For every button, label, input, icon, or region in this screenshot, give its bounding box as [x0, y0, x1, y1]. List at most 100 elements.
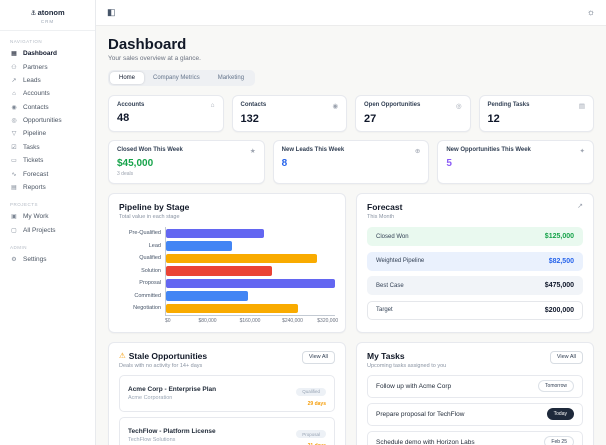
sidebar-item-label: My Work: [23, 213, 49, 221]
sidebar-item-partners[interactable]: ⚇ Partners: [0, 60, 95, 73]
sidebar-item-label: Pipeline: [23, 130, 47, 138]
x-tick-label: $320,000: [317, 317, 339, 324]
tab-company-metrics[interactable]: Company Metrics: [144, 72, 209, 84]
due-badge-today: Today: [546, 408, 574, 420]
sidebar-item-forecast[interactable]: ∿ Forecast: [0, 167, 95, 180]
stale-subtitle: Deals with no activity for 14+ days: [119, 362, 203, 369]
contacts-icon: ◉: [11, 104, 17, 111]
due-badge: Tomorrow: [538, 380, 574, 392]
x-tick-label: $80,000: [198, 317, 217, 324]
sidebar-item-label: Reports: [23, 183, 46, 191]
sidebar-item-dashboard[interactable]: ▦ Dashboard: [0, 47, 95, 60]
pipeline-bar: [166, 266, 272, 276]
sidebar-item-settings[interactable]: ⚙ Settings: [0, 253, 95, 266]
stat-label: New Leads This Week: [281, 147, 345, 153]
stale-view-all-button[interactable]: View All: [301, 350, 335, 364]
forecast-rows: Closed Won $125,000 Weighted Pipeline $8…: [367, 227, 583, 320]
forecast-row-weighted-pipeline: Weighted Pipeline $82,500: [367, 251, 583, 271]
sidebar-item-contacts[interactable]: ◉ Contacts: [0, 101, 95, 114]
sidebar-item-leads[interactable]: ↗ Leads: [0, 74, 95, 87]
forecast-row-label: Closed Won: [376, 233, 409, 240]
kpi-label: Open Opportunities: [364, 102, 421, 108]
dashboard-content: Dashboard Your sales overview at a glanc…: [96, 26, 606, 445]
sidebar-item-label: All Projects: [23, 226, 56, 234]
mid-row: Pipeline by Stage Total value in each st…: [108, 193, 594, 333]
task-item-followup-acme[interactable]: Follow up with Acme Corp Tomorrow: [367, 374, 583, 398]
kpi-value: 12: [487, 113, 500, 125]
theme-toggle-icon[interactable]: ☼: [586, 7, 595, 17]
sidebar-item-tickets[interactable]: ▭ Tickets: [0, 154, 95, 167]
pipeline-bar: [166, 291, 248, 301]
chart-x-axis: $0 $80,000 $160,000 $240,000 $320,000: [165, 314, 339, 324]
logo-subtitle: CRM: [40, 19, 55, 24]
chart-category-label: Solution: [141, 267, 161, 274]
nav-section-label-admin: Admin: [10, 244, 27, 250]
kpi-card-contacts[interactable]: Contacts ◉ 132: [231, 95, 347, 132]
task-item-demo-horizon[interactable]: Schedule demo with Horizon Labs Feb 25: [367, 430, 583, 445]
chart-category-label: Proposal: [139, 280, 161, 287]
trending-up-icon: ↗: [577, 203, 583, 210]
sidebar-item-reports[interactable]: ▤ Reports: [0, 181, 95, 194]
sidebar-item-accounts[interactable]: ⌂ Accounts: [0, 87, 95, 100]
sidebar-item-opportunities[interactable]: ◎ Opportunities: [0, 114, 95, 127]
forecast-row-label: Weighted Pipeline: [376, 258, 425, 264]
stat-card-closed-won[interactable]: Closed Won This Week ★ $45,000 3 deals: [108, 140, 265, 184]
topbar: ◧ ☼: [96, 0, 606, 26]
stat-card-new-opportunities[interactable]: New Opportunities This Week ✦ 5: [437, 140, 594, 184]
chart-category-label: Qualified: [139, 255, 161, 262]
kpi-card-accounts[interactable]: Accounts ⌂ 48: [108, 95, 224, 132]
bottom-row: ⚠ Stale Opportunities Deals with no acti…: [108, 341, 594, 445]
stale-item-acme[interactable]: Acme Corp - Enterprise Plan Acme Corpora…: [119, 374, 335, 412]
sidebar-item-label: Accounts: [23, 90, 50, 98]
sparkle-icon: ✦: [579, 148, 585, 155]
my-work-icon: ▣: [11, 214, 17, 221]
users-icon: ◉: [332, 103, 338, 110]
pipeline-bar-chart: Pre-Qualified Lead Qualified Soluti: [119, 227, 339, 324]
sidebar-item-label: Settings: [23, 256, 47, 264]
stat-sub: 3 deals: [117, 171, 134, 177]
task-title: Prepare proposal for TechFlow: [376, 410, 465, 418]
kpi-value: 27: [364, 113, 377, 125]
settings-icon: ⚙: [11, 257, 17, 264]
stat-card-new-leads[interactable]: New Leads This Week ⊕ 8: [272, 140, 430, 184]
task-title: Follow up with Acme Corp: [376, 382, 452, 390]
opportunity-name: TechFlow - Platform License: [128, 428, 216, 436]
pipeline-bar: [166, 303, 299, 313]
tab-marketing[interactable]: Marketing: [209, 72, 253, 84]
warning-icon: ⚠: [119, 351, 126, 360]
stale-item-techflow[interactable]: TechFlow - Platform License TechFlow Sol…: [119, 417, 335, 445]
nav-section-label-navigation: Navigation: [10, 39, 43, 44]
tasks-subtitle: Upcoming tasks assigned to you: [367, 362, 447, 369]
chart-category-label: Pre-Qualified: [128, 230, 161, 237]
logo-icon: ⚓: [30, 10, 37, 17]
tab-home[interactable]: Home: [110, 72, 145, 84]
tasks-view-all-button[interactable]: View All: [549, 350, 583, 364]
kpi-card-open-opportunities[interactable]: Open Opportunities ◎ 27: [355, 95, 471, 132]
sidebar-item-my-work[interactable]: ▣ My Work: [0, 210, 95, 223]
forecast-row-value: $125,000: [544, 233, 574, 240]
tasks-title: My Tasks: [367, 350, 405, 361]
due-badge: Feb 25: [544, 436, 574, 445]
building-icon: ⌂: [210, 102, 215, 109]
sidebar-item-label: Tasks: [23, 143, 40, 151]
logo: ⚓atonom CRM: [0, 0, 95, 31]
sidebar-item-label: Forecast: [23, 170, 49, 178]
stale-list: Acme Corp - Enterprise Plan Acme Corpora…: [119, 374, 335, 445]
chart-title: Pipeline by Stage: [119, 202, 190, 212]
weekly-stats-row: Closed Won This Week ★ $45,000 3 deals N…: [108, 140, 594, 184]
sidebar-item-label: Tickets: [23, 157, 44, 165]
clipboard-icon: ▤: [578, 103, 585, 110]
sidebar-toggle-icon[interactable]: ◧: [107, 7, 116, 17]
stale-opportunities-panel: ⚠ Stale Opportunities Deals with no acti…: [108, 341, 346, 445]
sidebar-item-pipeline[interactable]: ▽ Pipeline: [0, 127, 95, 140]
tasks-list: Follow up with Acme Corp Tomorrow Prepar…: [367, 374, 583, 445]
task-item-proposal-techflow[interactable]: Prepare proposal for TechFlow Today: [367, 402, 583, 426]
kpi-card-pending-tasks[interactable]: Pending Tasks ▤ 12: [478, 95, 594, 132]
chart-category-label: Negotiation: [133, 305, 161, 312]
pipeline-bar: [166, 228, 264, 238]
stat-value: $45,000: [117, 158, 154, 169]
dashboard-icon: ▦: [11, 51, 17, 58]
sidebar-item-all-projects[interactable]: ▢ All Projects: [0, 224, 95, 237]
forecast-row-best-case: Best Case $475,000: [367, 276, 583, 295]
sidebar-item-tasks[interactable]: ☑ Tasks: [0, 141, 95, 154]
